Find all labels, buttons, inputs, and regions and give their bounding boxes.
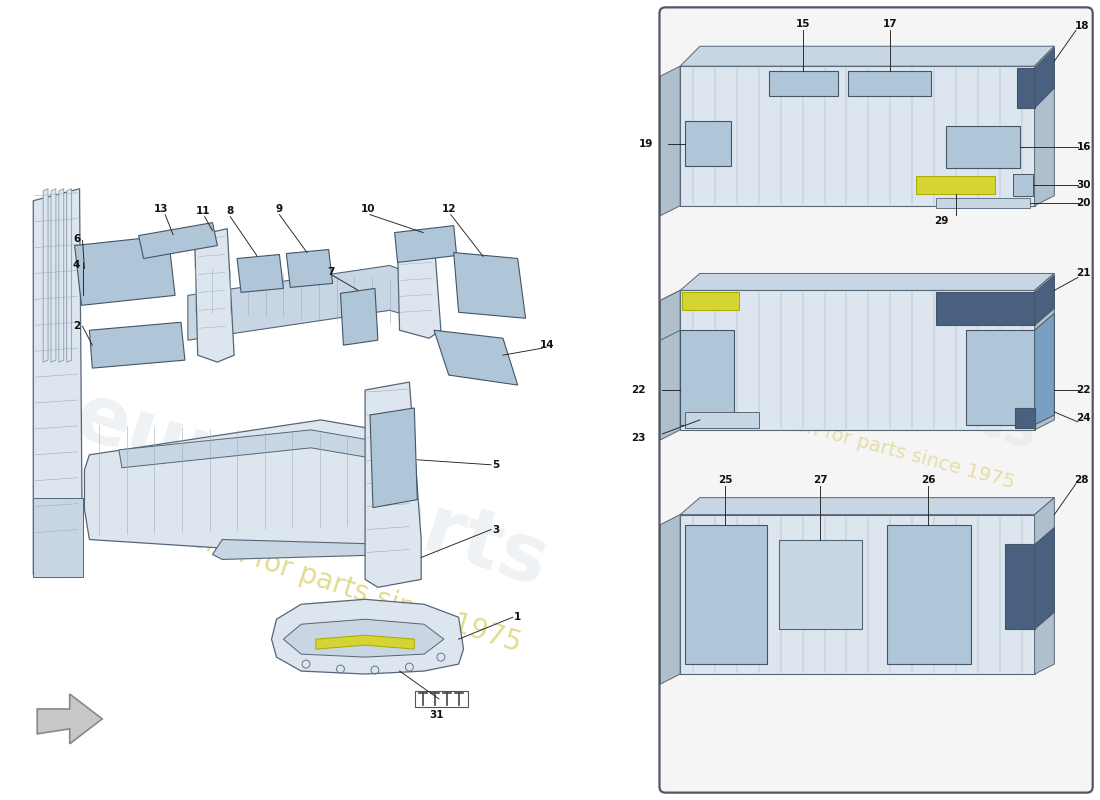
Polygon shape [1015, 408, 1035, 428]
Polygon shape [1035, 46, 1054, 206]
Polygon shape [847, 71, 932, 96]
Polygon shape [685, 121, 732, 166]
Text: 17: 17 [882, 19, 898, 30]
Text: 30: 30 [1077, 180, 1091, 190]
Polygon shape [89, 322, 185, 368]
Text: 11: 11 [196, 206, 210, 216]
Polygon shape [685, 525, 767, 664]
Polygon shape [779, 539, 862, 630]
Text: a passion for parts since 1975: a passion for parts since 1975 [727, 398, 1018, 492]
Polygon shape [284, 619, 444, 657]
Polygon shape [370, 408, 417, 508]
Text: 12: 12 [441, 204, 456, 214]
Polygon shape [680, 514, 1035, 674]
Polygon shape [887, 525, 970, 664]
Text: 5: 5 [493, 460, 499, 470]
FancyBboxPatch shape [660, 7, 1092, 793]
Text: a passion for parts since 1975: a passion for parts since 1975 [117, 502, 525, 658]
Text: 3: 3 [493, 525, 499, 534]
Text: 16: 16 [1077, 142, 1091, 152]
Polygon shape [1035, 314, 1054, 425]
Text: 7: 7 [327, 267, 334, 278]
Text: eurosparts: eurosparts [701, 320, 1043, 460]
Polygon shape [238, 254, 284, 292]
Text: 22: 22 [631, 385, 646, 395]
Polygon shape [37, 694, 102, 744]
Text: 4: 4 [73, 261, 80, 270]
Polygon shape [1013, 174, 1033, 196]
Polygon shape [680, 274, 1054, 290]
Text: 10: 10 [361, 204, 375, 214]
Polygon shape [75, 235, 175, 306]
Polygon shape [43, 189, 48, 362]
Polygon shape [1005, 545, 1035, 630]
Polygon shape [936, 198, 1030, 208]
Polygon shape [916, 176, 996, 194]
Polygon shape [680, 46, 1054, 66]
Polygon shape [685, 412, 759, 428]
Polygon shape [341, 288, 378, 345]
Text: 6: 6 [73, 234, 80, 243]
Text: 26: 26 [921, 474, 935, 485]
Polygon shape [188, 266, 425, 340]
Polygon shape [1035, 274, 1054, 430]
Polygon shape [67, 189, 72, 362]
Text: 21: 21 [1077, 269, 1091, 278]
Polygon shape [316, 635, 415, 649]
Polygon shape [286, 250, 332, 287]
Polygon shape [1035, 48, 1054, 108]
Text: 27: 27 [813, 474, 827, 485]
Text: 8: 8 [227, 206, 234, 216]
Polygon shape [680, 330, 735, 425]
Polygon shape [195, 229, 234, 362]
Text: 13: 13 [154, 204, 168, 214]
Polygon shape [139, 222, 218, 258]
Text: 9: 9 [276, 204, 283, 214]
Polygon shape [660, 514, 680, 684]
Polygon shape [1035, 498, 1054, 674]
Polygon shape [33, 498, 82, 578]
Text: 14: 14 [540, 340, 554, 350]
Polygon shape [395, 226, 456, 262]
Polygon shape [660, 66, 680, 216]
Text: 23: 23 [631, 433, 646, 443]
Text: 18: 18 [1075, 22, 1089, 31]
Polygon shape [119, 430, 382, 468]
Polygon shape [212, 539, 399, 559]
Polygon shape [660, 290, 680, 340]
Polygon shape [966, 330, 1035, 425]
Text: 2: 2 [73, 322, 80, 331]
Text: 25: 25 [718, 474, 733, 485]
Polygon shape [680, 498, 1054, 514]
Text: 28: 28 [1075, 474, 1089, 485]
Polygon shape [682, 292, 739, 310]
Text: 1: 1 [514, 612, 521, 622]
Text: 29: 29 [934, 216, 948, 226]
Polygon shape [936, 292, 1035, 326]
Polygon shape [1016, 68, 1035, 108]
Polygon shape [453, 253, 526, 318]
Text: 22: 22 [1077, 385, 1091, 395]
Polygon shape [769, 71, 838, 96]
Text: 31: 31 [430, 710, 444, 720]
Polygon shape [397, 238, 441, 338]
Text: 20: 20 [1077, 198, 1091, 208]
Polygon shape [33, 189, 82, 578]
Polygon shape [680, 66, 1035, 206]
Polygon shape [434, 330, 518, 385]
Polygon shape [946, 126, 1020, 168]
Polygon shape [1035, 275, 1054, 326]
Polygon shape [365, 382, 421, 587]
Text: eurosparts: eurosparts [64, 376, 558, 603]
Polygon shape [1035, 527, 1054, 630]
Text: 15: 15 [796, 19, 811, 30]
Polygon shape [59, 189, 64, 362]
Text: 24: 24 [1077, 413, 1091, 423]
Polygon shape [660, 290, 680, 440]
Text: 19: 19 [638, 139, 653, 149]
Polygon shape [680, 290, 1035, 430]
Polygon shape [272, 599, 463, 674]
Polygon shape [85, 420, 395, 554]
Polygon shape [51, 189, 56, 362]
